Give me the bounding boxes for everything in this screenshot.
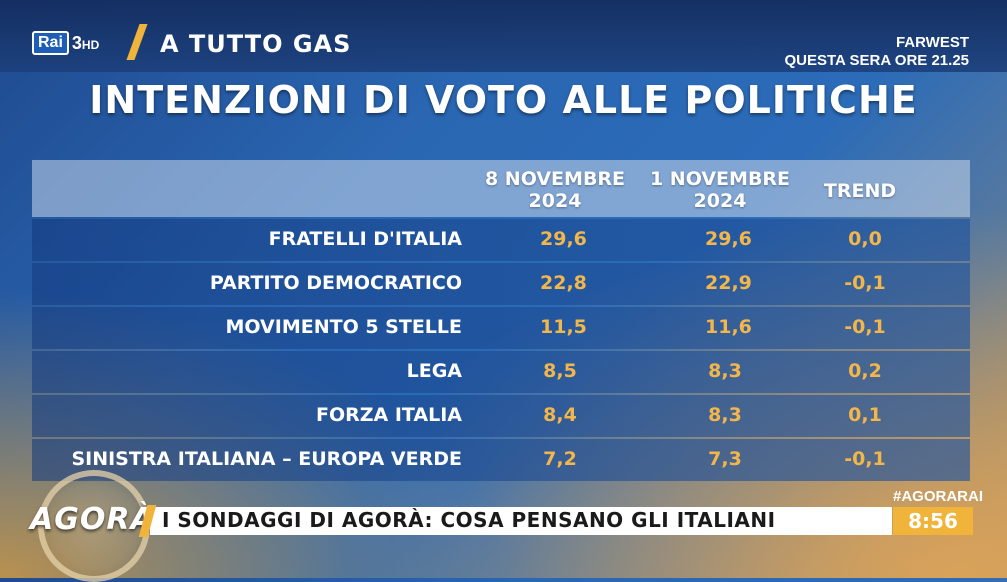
value-nov1: 11,6 — [705, 316, 752, 338]
ticker-bar — [150, 507, 892, 535]
party-name: FORZA ITALIA — [316, 404, 462, 426]
value-nov8: 22,8 — [540, 272, 587, 294]
value-nov1: 8,3 — [708, 360, 742, 382]
page-title: INTENZIONI DI VOTO ALLE POLITICHE — [89, 78, 918, 122]
party-name: SINISTRA ITALIANA – EUROPA VERDE — [71, 448, 462, 470]
table-row: FRATELLI D'ITALIA 29,6 29,6 0,0 — [32, 219, 970, 261]
value-trend: -0,1 — [844, 316, 886, 338]
rai-logo-box: Rai — [32, 31, 69, 55]
agora-logo: AGORÀ — [30, 502, 155, 537]
value-nov8: 8,5 — [543, 360, 577, 382]
promo-block: FARWEST QUESTA SERA ORE 21.25 — [785, 34, 970, 70]
value-nov1: 22,9 — [705, 272, 752, 294]
value-nov1: 29,6 — [705, 228, 752, 250]
value-trend: 0,1 — [848, 404, 882, 426]
party-name: LEGA — [406, 360, 462, 382]
value-nov8: 29,6 — [540, 228, 587, 250]
party-name: PARTITO DEMOCRATICO — [209, 272, 462, 294]
party-name: MOVIMENTO 5 STELLE — [225, 316, 463, 338]
promo-line2: QUESTA SERA ORE 21.25 — [784, 52, 970, 69]
table-header: 8 NOVEMBRE 2024 1 NOVEMBRE 2024 TREND — [32, 160, 970, 217]
value-trend: 0,2 — [848, 360, 882, 382]
table-row: MOVIMENTO 5 STELLE 11,5 11,6 -0,1 — [32, 307, 970, 349]
value-trend: 0,0 — [848, 228, 882, 250]
value-trend: -0,1 — [844, 272, 886, 294]
ticker-headline: I SONDAGGI DI AGORÀ: COSA PENSANO GLI IT… — [162, 508, 776, 532]
top-bar — [0, 0, 1007, 72]
show-title: A TUTTO GAS — [160, 30, 352, 58]
clock: 8:56 — [893, 507, 973, 535]
hashtag: #AGORARAI — [893, 488, 984, 505]
column-header-nov8: 8 NOVEMBRE 2024 — [484, 168, 626, 212]
rai3-logo: Rai 3HD — [32, 28, 99, 58]
value-nov8: 7,2 — [543, 448, 577, 470]
promo-line1: FARWEST — [895, 34, 969, 51]
column-header-trend: TREND — [823, 180, 897, 202]
table-body: FRATELLI D'ITALIA 29,6 29,6 0,0 PARTITO … — [32, 219, 970, 483]
table-row: SINISTRA ITALIANA – EUROPA VERDE 7,2 7,3… — [32, 439, 970, 481]
table-row: LEGA 8,5 8,3 0,2 — [32, 351, 970, 393]
table-row: PARTITO DEMOCRATICO 22,8 22,9 -0,1 — [32, 263, 970, 305]
value-nov8: 11,5 — [540, 316, 587, 338]
channel-number: 3HD — [71, 32, 100, 53]
party-name: FRATELLI D'ITALIA — [268, 228, 462, 250]
table-row: FORZA ITALIA 8,4 8,3 0,1 — [32, 395, 970, 437]
value-nov1: 7,3 — [708, 448, 742, 470]
value-nov1: 8,3 — [708, 404, 742, 426]
value-trend: -0,1 — [844, 448, 886, 470]
value-nov8: 8,4 — [543, 404, 577, 426]
column-header-nov1: 1 NOVEMBRE 2024 — [649, 168, 791, 212]
